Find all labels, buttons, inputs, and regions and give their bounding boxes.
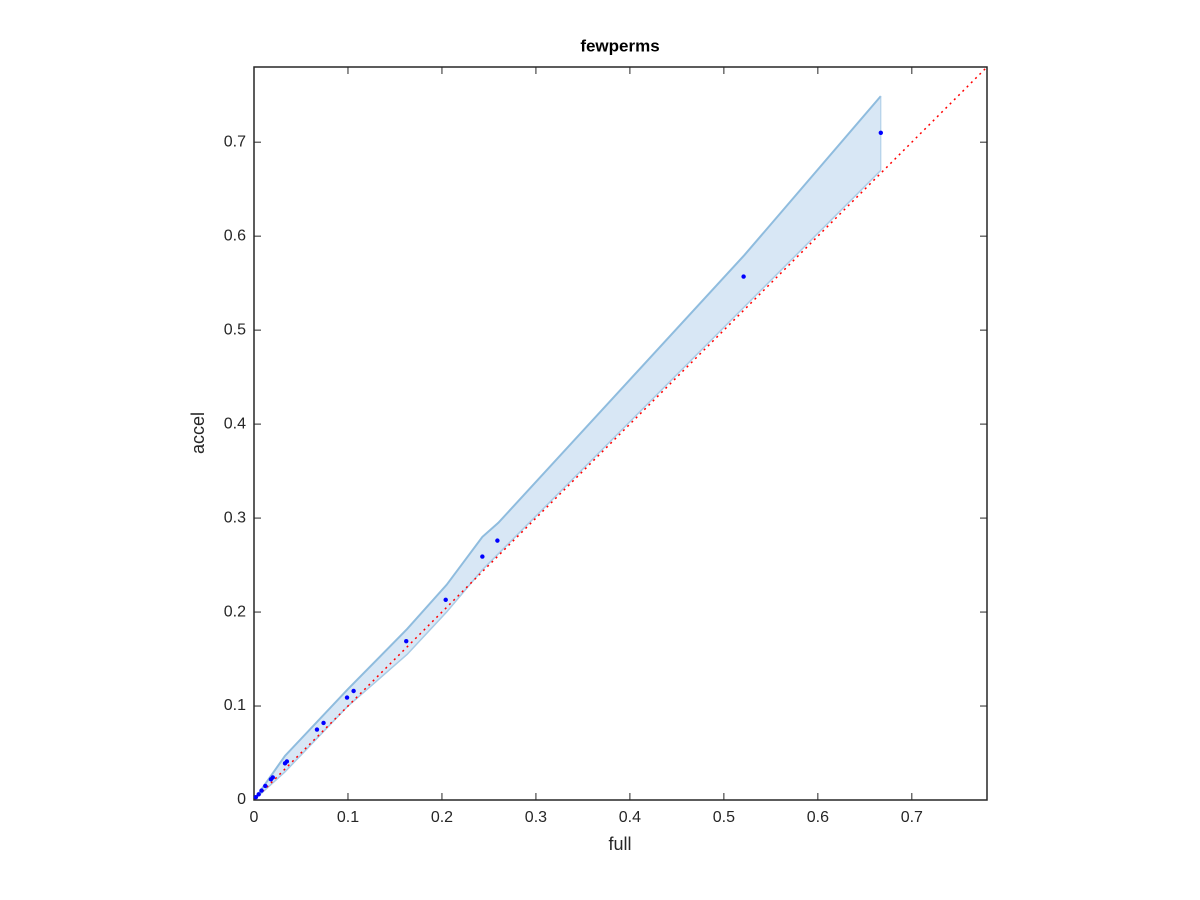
point [878,130,884,135]
axes-box [253,66,988,801]
x-axis-label: full [608,834,631,854]
y-tick-label: 0.2 [224,603,246,620]
point [480,554,485,559]
point [321,720,326,726]
x-tick-label: 0.3 [525,809,547,826]
band-upper [253,95,882,801]
x-tick-label: 0.5 [713,809,735,826]
y-tick-label: 0 [237,791,246,808]
y-tick-label: 0.5 [224,321,246,338]
x-tick-label: 0.7 [901,809,923,826]
chart-title: fewperms [580,36,659,55]
x-tick-label: 0.2 [431,809,453,826]
point [268,777,274,782]
point [282,761,288,766]
y-tick-label: 0.4 [224,415,246,432]
x-tick-label: 0 [250,809,259,826]
point [741,274,746,279]
band-lower [253,169,882,801]
x-tick-label: 0.4 [619,809,641,826]
y-tick-label: 0.7 [224,133,246,150]
x-tick-label: 0.6 [807,809,829,826]
point [351,688,356,694]
point [253,794,259,800]
point [344,695,350,700]
point [263,783,268,789]
y-axis-label: accel [188,412,208,454]
x-tick-label: 0.1 [337,809,359,826]
point [259,788,264,793]
y-tick-label: 0.1 [224,697,246,714]
point [495,538,500,543]
point [314,727,320,732]
y-tick-label: 0.3 [224,509,246,526]
point [256,792,261,797]
point [404,638,409,644]
point [443,597,448,603]
y-tick-label: 0.6 [224,227,246,244]
